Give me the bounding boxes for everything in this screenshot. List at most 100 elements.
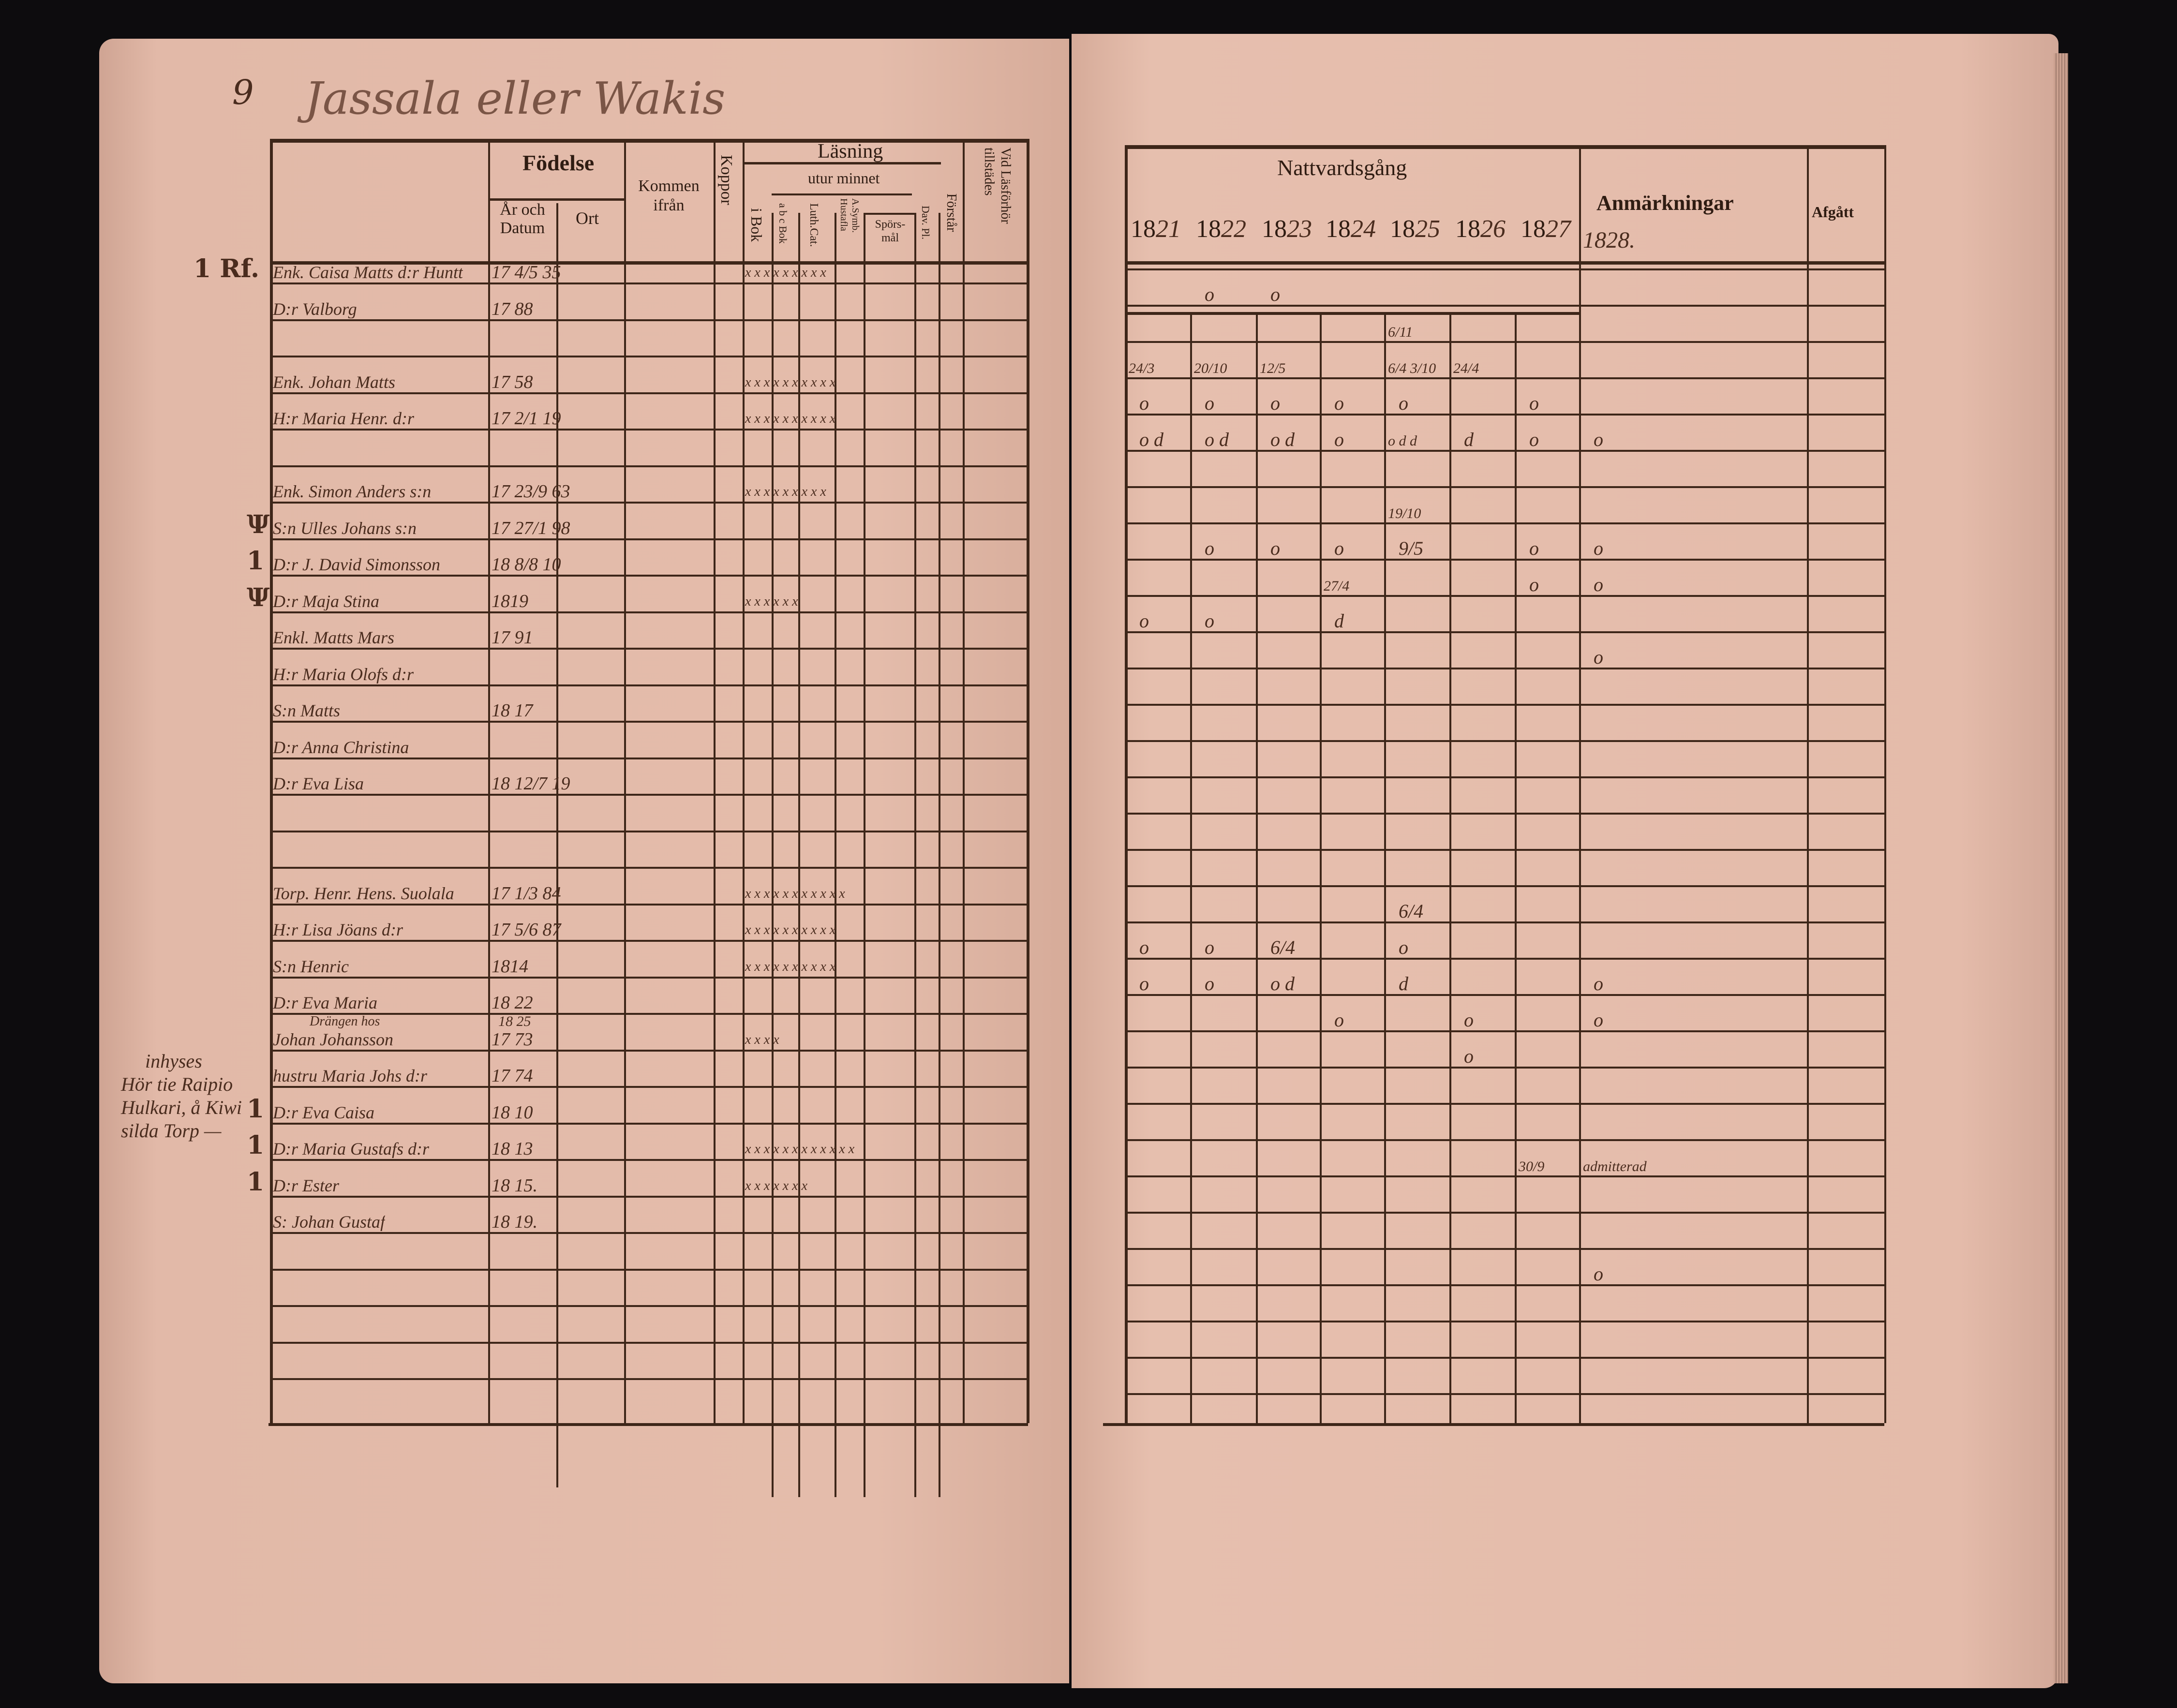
birth-date: 18 8/8 10: [492, 554, 561, 575]
margin-note: inhyses Hör tie Raipio Hulkari, å Kiwi s…: [121, 1050, 242, 1143]
birth-date: 18 17: [492, 700, 533, 721]
remark-entry: admitterad: [1583, 1158, 1647, 1174]
header-in-book: i Bok: [748, 208, 765, 242]
header-reading: Läsning: [818, 140, 883, 163]
row-rule: [1125, 268, 1884, 270]
year-suffix: 25: [1415, 215, 1440, 243]
birth-date: 18 10: [492, 1102, 533, 1123]
resident-name: D:r Anna Christina: [273, 738, 409, 757]
header-rule: [743, 162, 941, 164]
communion-entry: 27/4: [1324, 578, 1350, 594]
resident-name: S: Johan Gustaf: [273, 1213, 385, 1231]
communion-entry: o d: [1270, 973, 1295, 995]
resident-name: D:r Valborg: [273, 299, 357, 318]
communion-entry: 30/9: [1519, 1158, 1545, 1174]
row-rule: [270, 1305, 1027, 1307]
resident-name: D:r Maria Gustafs d:r: [273, 1140, 430, 1158]
communion-entry: o d: [1139, 429, 1163, 450]
reading-marks: x x x x: [745, 1032, 779, 1047]
row-rule: [1125, 377, 1884, 379]
year-prefix: 18: [1196, 215, 1221, 243]
birth-date: 17 23/9 63: [492, 481, 570, 502]
birth-date: 18 12/7 19: [492, 773, 570, 794]
row-rule: [270, 940, 1027, 942]
year-prefix: 18: [1390, 215, 1415, 243]
communion-entry: o d d: [1388, 433, 1417, 449]
row-rule: [1125, 668, 1884, 669]
communion-entry: o: [1139, 936, 1149, 958]
margin-mark: 1: [247, 1167, 265, 1197]
page-heading: Jassala eller Wakis: [305, 73, 726, 124]
row-rule: [270, 356, 1027, 357]
column-rule: [556, 203, 558, 1487]
resident-name: Enk. Simon Anders s:n: [273, 482, 432, 501]
header-dav-pl: Dav. Pl.: [920, 206, 932, 240]
year-prefix: 18: [1262, 215, 1287, 243]
row-rule: [1125, 522, 1884, 524]
birth-date: 1814: [492, 956, 528, 977]
row-rule: [1125, 1321, 1884, 1322]
communion-entry: d: [1334, 610, 1344, 632]
reading-marks: x x x x x x x x x x: [745, 374, 836, 390]
birth-date: 1819: [492, 591, 528, 611]
row-rule: [1125, 704, 1884, 706]
row-rule: [1125, 776, 1884, 778]
row-rule: [1125, 559, 1884, 561]
year-suffix: 21: [1156, 215, 1181, 243]
year-prefix: 18: [1521, 215, 1546, 243]
reading-marks: x x x x x x x: [745, 1178, 807, 1193]
year-1828: 1828.: [1583, 227, 1635, 253]
row-rule: [270, 319, 1027, 321]
year-prefix: 18: [1455, 215, 1480, 243]
birth-date: 17 88: [492, 298, 533, 319]
column-rule: [1579, 145, 1581, 1423]
page-number: 9: [232, 73, 254, 112]
column-rule: [864, 213, 865, 1497]
row-rule: [1125, 1393, 1884, 1395]
header-departed: Afgått: [1812, 203, 1854, 221]
row-rule: [270, 1159, 1027, 1161]
column-rule: [1320, 312, 1322, 1423]
row-rule: [1125, 958, 1884, 960]
row-rule: [270, 611, 1027, 613]
year-suffix: 22: [1221, 215, 1246, 243]
header-came-from: Kommen ifrån: [638, 177, 700, 214]
header-remarks: Anmärkningar: [1596, 191, 1734, 215]
communion-entry: o: [1139, 610, 1149, 632]
communion-entry: 24/3: [1129, 360, 1155, 376]
row-rule: [1125, 341, 1884, 343]
header-communion: Nattvardsgång: [1277, 155, 1407, 180]
margin-mark: 1: [247, 546, 265, 576]
row-rule: [270, 392, 1027, 394]
communion-entry: o: [1464, 1045, 1474, 1067]
header-birth-date: År och Datum: [500, 201, 545, 237]
row-rule: [270, 1013, 1027, 1015]
communion-entry: o: [1205, 936, 1214, 958]
row-rule: [270, 1049, 1027, 1052]
birth-date: 17 1/3 84: [492, 883, 561, 904]
column-rule: [963, 139, 965, 1423]
resident-name: D:r Eva Maria: [273, 994, 377, 1012]
resident-name: H:r Lisa Jöans d:r: [273, 921, 403, 939]
column-rule: [624, 139, 626, 1423]
resident-name: D:r Eva Lisa: [273, 774, 364, 793]
birth-date: 17 27/1 98: [492, 518, 570, 538]
year-header: 1826: [1455, 215, 1506, 243]
resident-name: S:n Ulles Johans s:n: [273, 519, 417, 537]
row-rule: [1125, 885, 1884, 887]
resident-name: H:r Maria Henr. d:r: [273, 409, 414, 428]
year-suffix: 26: [1480, 215, 1506, 243]
communion-entry: o: [1205, 537, 1214, 559]
birth-date: 17 74: [492, 1066, 533, 1086]
column-rule: [1027, 139, 1029, 1423]
communion-entry: o: [1334, 392, 1344, 414]
column-rule: [1256, 312, 1258, 1423]
communion-entry: o: [1334, 429, 1344, 450]
column-rule: [1807, 145, 1809, 1423]
communion-entry: o: [1270, 537, 1280, 559]
column-rule: [1515, 312, 1517, 1423]
year-header: 1822: [1196, 215, 1246, 243]
remark-entry: o: [1594, 1009, 1603, 1031]
remark-entry: o: [1594, 429, 1603, 450]
reading-marks: x x x x x x x x x: [745, 265, 826, 280]
